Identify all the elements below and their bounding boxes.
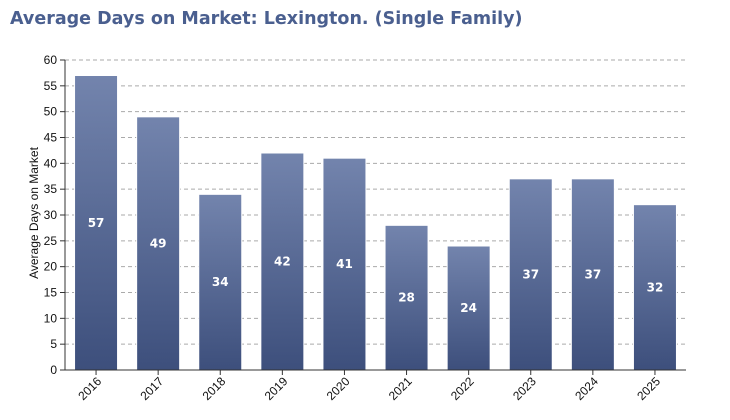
bar-2020	[322, 157, 367, 371]
y-tick-labels: 0 5 10 15 20 25 30 35 40 45 50 55 60	[44, 53, 65, 377]
bar-value-label-2020: 41	[336, 257, 353, 271]
bar-value-label-2024: 37	[584, 267, 601, 281]
x-tick-labels: 2016 2017 2018 2019 2020 2021 2022 2023 2024 2025	[75, 370, 663, 403]
x-tick-label-2019: 2019	[262, 374, 291, 403]
y-tick-label-50: 50	[44, 105, 58, 119]
y-tick-label-45: 45	[44, 131, 58, 145]
grid-lines	[65, 59, 686, 345]
y-tick-label-15: 15	[44, 286, 58, 300]
x-tick-label-2024: 2024	[572, 374, 601, 403]
bar-value-label-2025: 32	[647, 280, 664, 294]
bar-value-label-2023: 37	[522, 267, 539, 281]
x-tick-label-2022: 2022	[448, 374, 477, 403]
bar-2016	[74, 75, 119, 371]
y-tick-label-35: 35	[44, 182, 58, 196]
y-tick-label-0: 0	[50, 363, 57, 377]
bar-value-label-2019: 42	[274, 255, 291, 269]
chart-title: Average Days on Market: Lexington. (Sing…	[10, 9, 523, 29]
bar-value-label-2017: 49	[150, 236, 167, 250]
bar-2022	[446, 245, 491, 371]
y-tick-label-60: 60	[44, 53, 58, 67]
x-tick-label-2018: 2018	[200, 374, 229, 403]
x-tick-label-2023: 2023	[510, 374, 539, 403]
x-tick-label-2017: 2017	[137, 374, 166, 403]
bar-value-label-2016: 57	[88, 216, 105, 230]
y-tick-label-30: 30	[44, 208, 58, 222]
bar-value-label-2018: 34	[212, 275, 229, 289]
bar-2023	[508, 178, 553, 371]
bars: 57 49 34 42 41 28 24 37 37 32	[74, 75, 677, 371]
y-tick-label-55: 55	[44, 79, 58, 93]
x-tick-label-2025: 2025	[634, 374, 663, 403]
x-tick-label-2020: 2020	[324, 374, 353, 403]
bar-2021	[384, 224, 429, 371]
x-tick-label-2021: 2021	[386, 374, 415, 403]
y-tick-label-10: 10	[44, 311, 58, 325]
bar-2017	[136, 116, 181, 371]
y-tick-label-40: 40	[44, 156, 58, 170]
y-axis-label: Average Days on Market	[27, 146, 41, 279]
bar-2018	[198, 193, 243, 371]
bar-2024	[570, 178, 615, 371]
bar-2025	[632, 204, 677, 371]
bar-value-label-2022: 24	[460, 301, 477, 315]
bar-value-label-2021: 28	[398, 291, 415, 305]
y-tick-label-20: 20	[44, 260, 58, 274]
x-tick-label-2016: 2016	[75, 374, 104, 403]
y-tick-label-5: 5	[50, 337, 57, 351]
y-tick-label-25: 25	[44, 234, 58, 248]
